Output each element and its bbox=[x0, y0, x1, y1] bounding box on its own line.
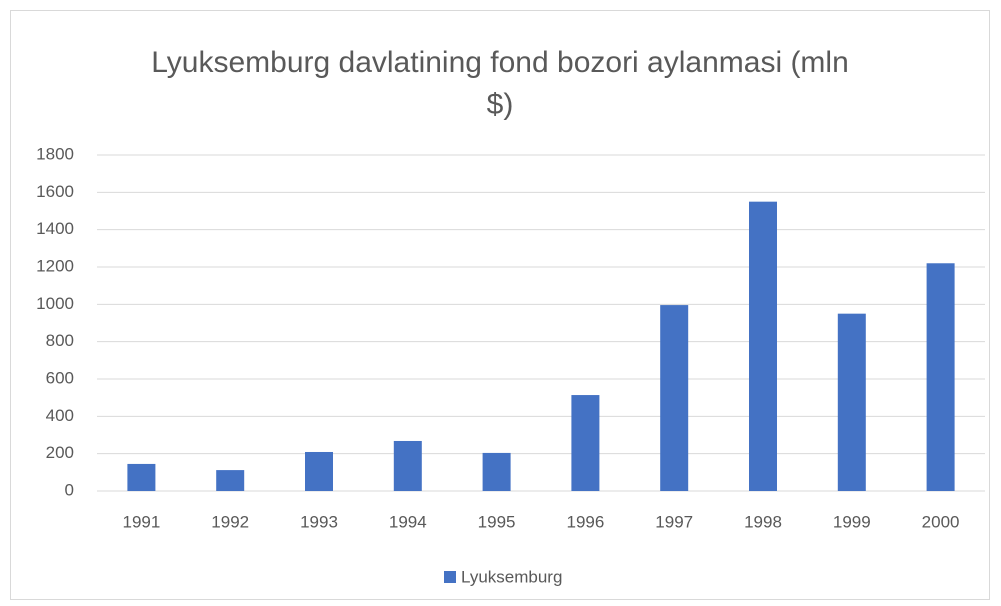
y-tick-label: 1200 bbox=[36, 256, 74, 275]
y-tick-label: 1800 bbox=[36, 144, 74, 163]
legend-swatch bbox=[444, 571, 456, 583]
y-tick-label: 0 bbox=[65, 480, 74, 499]
bar bbox=[482, 452, 511, 491]
legend-label: Lyuksemburg bbox=[461, 567, 562, 586]
bar bbox=[305, 451, 333, 491]
x-tick-label: 1994 bbox=[389, 512, 427, 531]
y-tick-label: 200 bbox=[46, 443, 74, 462]
bar bbox=[216, 470, 245, 491]
chart-title: Lyuksemburg davlatining fond bozori ayla… bbox=[151, 46, 849, 121]
x-tick-label: 1991 bbox=[122, 512, 160, 531]
x-tick-label: 1999 bbox=[833, 512, 871, 531]
bar bbox=[837, 313, 866, 491]
bar bbox=[571, 395, 600, 491]
y-tick-label: 1600 bbox=[36, 182, 74, 201]
x-tick-label: 1998 bbox=[744, 512, 782, 531]
y-tick-label: 400 bbox=[46, 406, 74, 425]
x-tick-label: 2000 bbox=[922, 512, 960, 531]
x-tick-label: 1996 bbox=[566, 512, 604, 531]
y-tick-label: 600 bbox=[46, 368, 74, 387]
chart-frame bbox=[10, 10, 990, 600]
x-tick-label: 1997 bbox=[655, 512, 693, 531]
bar bbox=[926, 263, 955, 491]
x-tick-label: 1993 bbox=[300, 512, 338, 531]
bar bbox=[749, 201, 777, 491]
bar bbox=[393, 440, 422, 491]
y-tick-label: 1000 bbox=[36, 294, 74, 313]
y-tick-label: 1400 bbox=[36, 219, 74, 238]
x-tick-label: 1992 bbox=[211, 512, 249, 531]
x-tick-label: 1995 bbox=[478, 512, 516, 531]
bar bbox=[660, 305, 689, 491]
bar bbox=[127, 463, 156, 491]
y-tick-label: 800 bbox=[46, 331, 74, 350]
